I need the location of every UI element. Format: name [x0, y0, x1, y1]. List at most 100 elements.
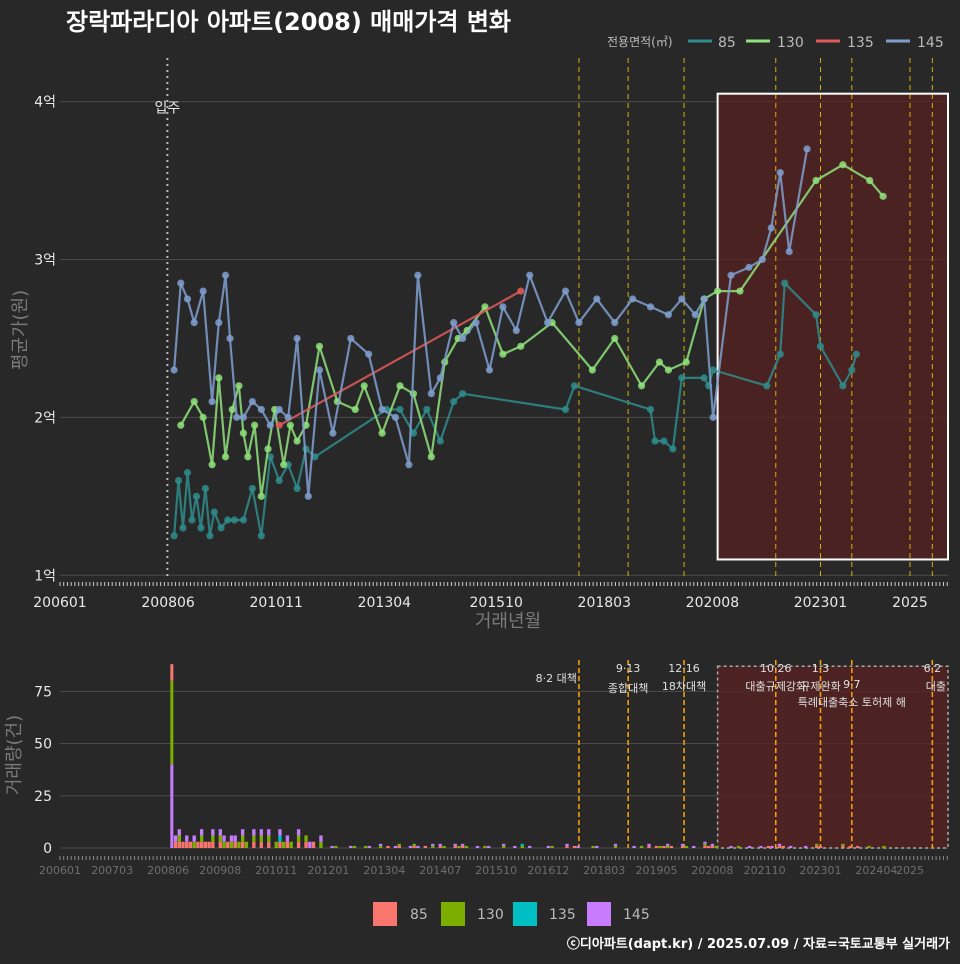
- volume-bar-145: [240, 829, 245, 836]
- price-point-85: [450, 397, 458, 406]
- price-point-130: [257, 492, 265, 500]
- price-x-tick-label: 200601: [33, 595, 86, 611]
- policy-date: 8·2: [536, 672, 557, 685]
- price-y-tick-label: 3억: [34, 252, 56, 268]
- price-point-85: [183, 469, 192, 477]
- policy-name: 종합대책: [608, 682, 648, 695]
- volume-bar-85: [397, 845, 401, 848]
- volume-bar-130: [397, 843, 401, 846]
- bottom-legend-label-130: 130: [477, 907, 504, 923]
- volume-bar-145: [501, 843, 506, 846]
- volume-bar-145: [546, 845, 551, 848]
- price-point-130: [664, 366, 673, 374]
- volume-bar-85: [423, 845, 428, 848]
- volume-x-tick-label: 201510: [475, 864, 517, 877]
- volume-bar-85: [304, 841, 308, 848]
- price-point-85: [257, 532, 265, 540]
- price-point-85: [700, 374, 708, 382]
- volume-highlight-box: [716, 665, 949, 849]
- volume-bar-130: [222, 841, 226, 848]
- price-point-85: [170, 532, 178, 540]
- price-point-130: [517, 342, 525, 350]
- volume-bar-85: [278, 841, 282, 848]
- volume-bar-85: [285, 841, 290, 848]
- volume-y-tick-label: 0: [43, 841, 52, 857]
- volume-x-tick-label: 201612: [527, 864, 569, 877]
- volume-bar-85: [185, 841, 189, 848]
- volume-bar-130: [841, 843, 845, 846]
- price-point-85: [174, 476, 183, 485]
- volume-bar-85: [572, 845, 577, 848]
- volume-bar-130: [304, 835, 308, 842]
- volume-bars: [170, 664, 886, 848]
- volume-bar-145: [267, 829, 271, 836]
- move-in-label: 입주: [154, 101, 180, 117]
- volume-bar-130: [199, 835, 204, 842]
- price-point-145: [450, 319, 458, 327]
- volume-bar-130: [591, 845, 595, 848]
- price-point-145: [221, 271, 230, 279]
- volume-bar-145: [777, 843, 782, 846]
- price-x-tick-label: 202301: [794, 595, 847, 611]
- price-point-145: [611, 319, 619, 327]
- volume-bar-130: [457, 845, 461, 848]
- price-x-tick-label: 201304: [358, 595, 412, 611]
- price-point-85: [709, 366, 717, 374]
- volume-x-tick-label: 201905: [635, 864, 677, 877]
- volume-bar-130: [267, 835, 271, 842]
- volume-bar-145: [703, 841, 707, 844]
- volume-bar-135: [520, 843, 524, 846]
- volume-bar-130: [364, 845, 368, 848]
- volume-bar-145: [177, 829, 181, 836]
- price-point-85: [561, 405, 570, 414]
- volume-x-tick-label: 201011: [255, 864, 297, 877]
- volume-bar-130: [237, 841, 241, 848]
- volume-bar-130: [815, 843, 819, 846]
- volume-bar-145: [460, 843, 465, 846]
- volume-x-tick-label: 200601: [39, 864, 81, 877]
- legend-bottom: 85 130 135 145: [373, 902, 650, 926]
- volume-policy-lines: 8·2 대책 9·13 종합대책 12·16 18차대책 10·26 대출규제강화 1·3 규제…: [536, 660, 946, 848]
- price-point-145: [512, 326, 520, 335]
- price-point-130: [481, 303, 489, 311]
- volume-bar-85: [211, 841, 215, 848]
- volume-spike-bar: [170, 664, 174, 681]
- price-point-130: [177, 421, 185, 429]
- volume-bar-85: [710, 845, 715, 848]
- price-point-85: [197, 524, 205, 532]
- volume-bar-130: [714, 845, 718, 848]
- volume-bar-145: [222, 835, 226, 842]
- price-series-line-130: [179, 163, 884, 498]
- price-point-130: [611, 334, 619, 343]
- price-point-130: [499, 350, 507, 358]
- volume-bar-85: [662, 845, 666, 848]
- volume-bar-85: [777, 845, 782, 848]
- price-point-145: [526, 271, 534, 279]
- legend-top: 전용면적(㎡) 85 130 135 145: [607, 35, 944, 51]
- volume-x-tick-label: 201803: [583, 864, 625, 877]
- volume-bar-145: [367, 845, 372, 848]
- price-series-line-135: [278, 290, 522, 427]
- price-point-130: [351, 405, 359, 414]
- price-point-85: [436, 437, 444, 445]
- price-policy-lines: 입주: [154, 58, 933, 580]
- volume-bar-130: [334, 845, 338, 848]
- volume-bar-145: [431, 843, 435, 846]
- volume-bar-145: [285, 835, 290, 842]
- volume-bar-145: [378, 843, 383, 846]
- price-point-145: [758, 255, 766, 264]
- price-point-130: [839, 161, 847, 169]
- volume-bar-145: [513, 845, 517, 848]
- volume-bar-130: [352, 845, 357, 848]
- price-point-85: [678, 374, 686, 382]
- volume-x-tick-label: 201407: [419, 864, 461, 877]
- legend-label-135: 135: [847, 35, 874, 51]
- volume-bar-145: [453, 843, 457, 846]
- price-point-85: [230, 516, 239, 524]
- legend-label-130: 130: [777, 35, 804, 51]
- policy-date: 12·16: [668, 662, 700, 675]
- price-point-145: [293, 334, 301, 343]
- volume-x-tick-label: 201304: [363, 864, 405, 877]
- price-point-130: [244, 453, 252, 461]
- price-point-145: [727, 271, 735, 279]
